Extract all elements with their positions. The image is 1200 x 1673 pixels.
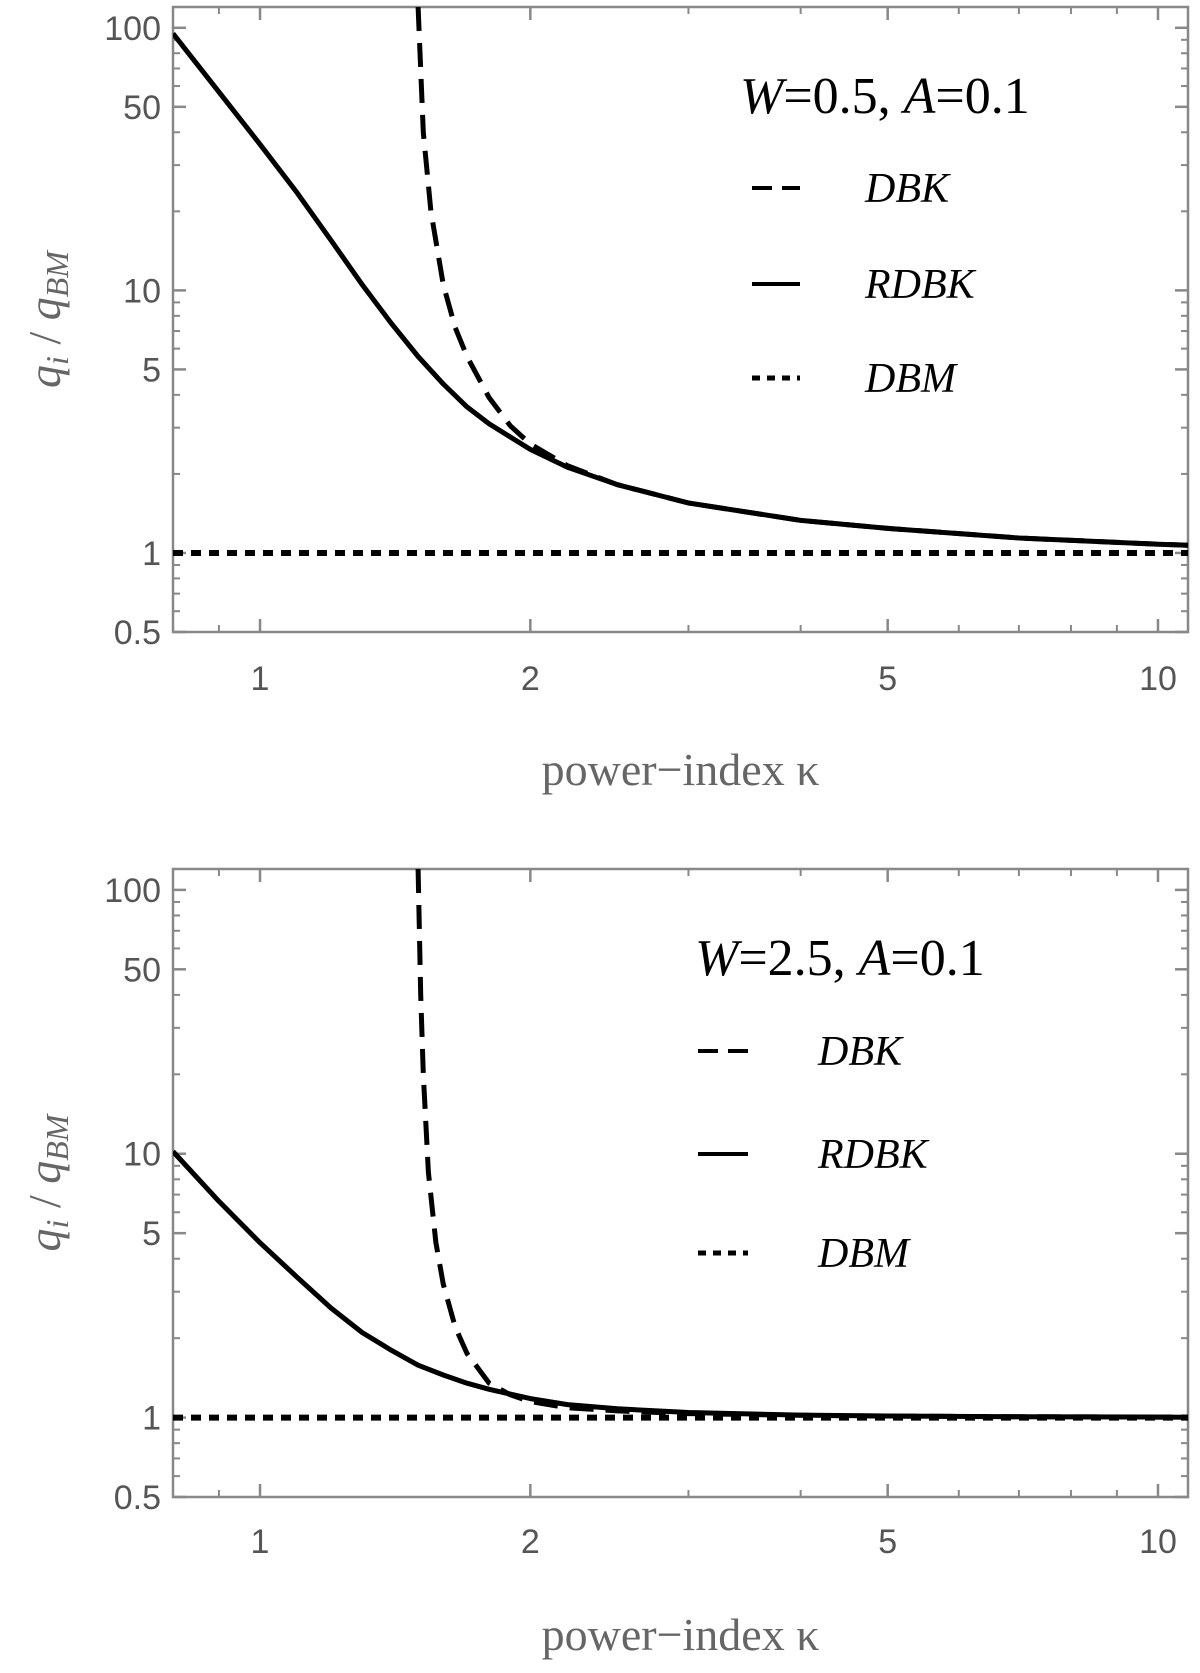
y-tick-label: 1 [142, 535, 161, 573]
panel-annotation: W=2.5, A=0.1 [695, 930, 985, 987]
legend-label-dbk: DBK [864, 166, 951, 212]
y-tick-label: 100 [104, 872, 161, 910]
chart-panel-1: 1 2 5 10 0.5 1 5 10 50 100 W=0.5, A=0.1 DBK RDBK DBM p… [19, 5, 1190, 795]
y-tick-label: 100 [104, 10, 161, 48]
x-tick-label: 5 [878, 660, 897, 698]
x-tick-label: 1 [251, 1523, 270, 1561]
y-tick-label: 50 [123, 89, 161, 127]
legend-label-dbm: DBM [864, 356, 958, 402]
y-axis-title: qi / qBM [19, 1112, 75, 1251]
x-tick-label: 10 [1139, 1523, 1177, 1561]
x-tick-label: 5 [878, 1523, 897, 1561]
chart-panel-2: 1 2 5 10 0.5 1 5 10 50 100 W=2.5, A=0.1 DBK RDBK DBM p… [19, 867, 1190, 1660]
x-tick-label: 1 [251, 660, 270, 698]
plot-frame [171, 5, 1190, 634]
series-group [173, 869, 1188, 1421]
series-line-rdbk [173, 1149, 1188, 1420]
x-axis-title: power−index κ [542, 744, 820, 795]
legend-label-dbk: DBK [817, 1029, 904, 1075]
legend-label-dbm: DBM [817, 1231, 911, 1277]
legend-label-rdbk: RDBK [864, 262, 977, 308]
series-line-rdbk [173, 32, 1188, 548]
plot-frame [171, 867, 1190, 1499]
x-tick-label: 10 [1139, 660, 1177, 698]
panel-annotation: W=0.5, A=0.1 [740, 68, 1030, 125]
y-tick-label: 10 [123, 1136, 161, 1174]
y-tick-label: 50 [123, 951, 161, 989]
series-group [173, 7, 1188, 556]
y-tick-label: 5 [142, 351, 161, 389]
legend-label-rdbk: RDBK [817, 1132, 930, 1178]
y-tick-label: 1 [142, 1400, 161, 1438]
x-tick-label: 2 [521, 1523, 540, 1561]
x-tick-label: 2 [521, 660, 540, 698]
y-tick-label: 5 [142, 1215, 161, 1253]
y-tick-label: 0.5 [114, 1479, 161, 1517]
y-tick-label: 0.5 [114, 614, 161, 652]
x-axis-title: power−index κ [542, 1609, 820, 1660]
y-tick-label: 10 [123, 272, 161, 310]
y-axis-title: qi / qBM [19, 249, 75, 388]
